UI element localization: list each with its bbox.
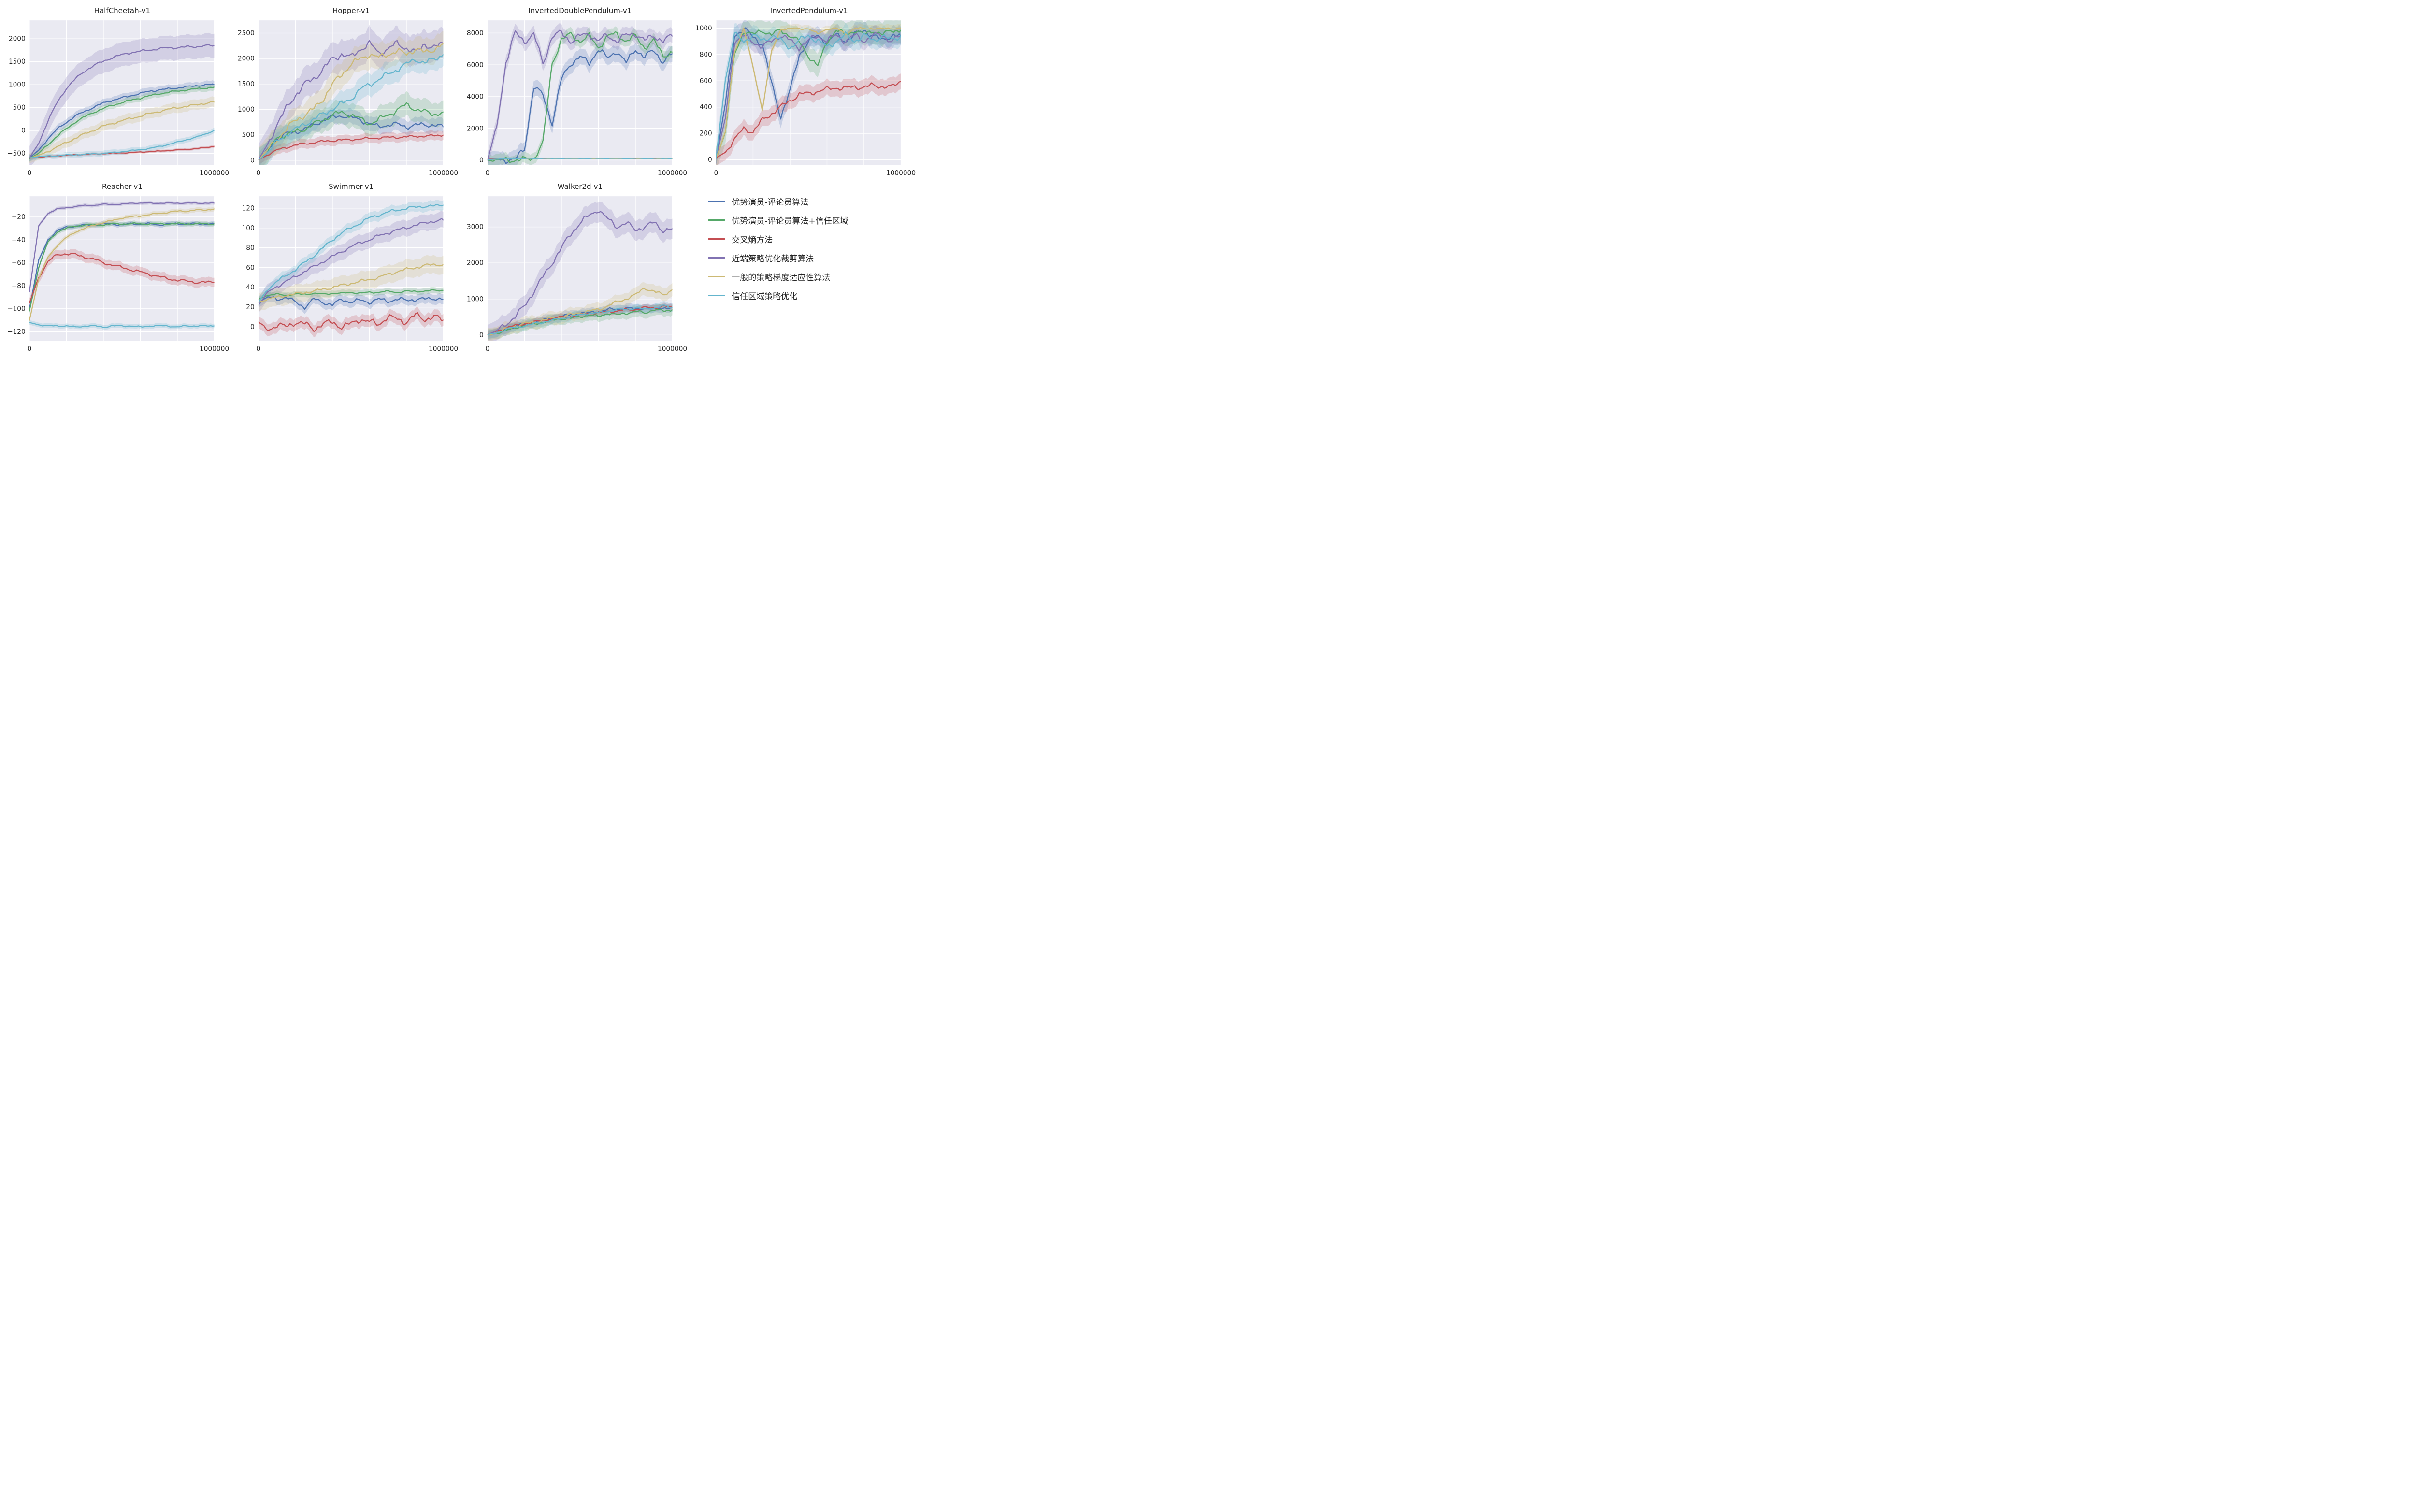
plot-inverteddoublependulum: 0 2000 4000 6000 8000 0 1000000	[466, 20, 687, 177]
svg-text:800: 800	[700, 51, 712, 58]
svg-text:1000: 1000	[695, 25, 712, 32]
svg-text:−80: −80	[12, 282, 26, 290]
svg-text:−40: −40	[12, 236, 26, 244]
svg-text:1500: 1500	[9, 58, 26, 66]
legend-line-swatch	[708, 219, 726, 221]
svg-text:0: 0	[250, 157, 255, 164]
plot-invertedpendulum: 0 200 400 600 800 1000 0 1000000	[695, 20, 916, 177]
plot-title-inverteddoublependulum: InvertedDoublePendulum-v1	[528, 6, 632, 15]
svg-text:500: 500	[242, 131, 254, 139]
svg-text:1000000: 1000000	[429, 170, 458, 177]
svg-text:0: 0	[714, 170, 719, 177]
legend-item-vanilla-pg-adaptive: 一般的策略梯度适应性算法	[708, 271, 907, 283]
svg-text:−120: −120	[7, 328, 26, 336]
svg-text:2500: 2500	[238, 29, 255, 37]
svg-text:1500: 1500	[238, 80, 255, 88]
svg-text:0: 0	[485, 346, 489, 353]
svg-text:0: 0	[21, 127, 26, 135]
svg-text:0: 0	[479, 157, 484, 164]
legend-line-swatch	[708, 257, 726, 259]
svg-text:1000000: 1000000	[200, 170, 229, 177]
subplot-walker2d: Walker2d-v1 0 1000 2000 3000 0 1000000	[462, 181, 687, 355]
legend-label: 优势演员-评论员算法+信任区域	[732, 216, 848, 226]
svg-text:−100: −100	[7, 305, 26, 313]
legend-line-swatch	[708, 238, 726, 240]
svg-text:0: 0	[28, 346, 32, 353]
legend-line-swatch	[708, 294, 726, 296]
plot-reacher: −120 −100 −80 −60 −40 −20 0 1000000	[7, 196, 229, 353]
plot-swimmer: 0 20 40 60 80 100 120 0 1000000	[242, 196, 458, 353]
svg-text:20: 20	[246, 303, 254, 311]
svg-text:1000000: 1000000	[429, 346, 458, 353]
svg-text:1000000: 1000000	[657, 346, 687, 353]
svg-text:1000000: 1000000	[200, 346, 229, 353]
plot-title-hopper: Hopper-v1	[332, 6, 370, 15]
svg-text:1000: 1000	[238, 106, 255, 114]
svg-text:2000: 2000	[238, 55, 255, 63]
plot-title-swimmer: Swimmer-v1	[329, 182, 374, 191]
svg-text:6000: 6000	[466, 61, 483, 69]
svg-text:1000000: 1000000	[657, 170, 687, 177]
legend-label: 一般的策略梯度适应性算法	[732, 273, 831, 283]
subplot-hopper: Hopper-v1 0 500 1000 1500 2000 2500 0 1000000	[233, 5, 458, 179]
legend-line-swatch	[708, 275, 726, 277]
svg-text:0: 0	[479, 331, 484, 339]
figure-grid: HalfCheetah-v1 −500 0 500 1000 1500 2000 0 1000…	[0, 0, 916, 359]
svg-text:1000000: 1000000	[886, 170, 916, 177]
svg-text:0: 0	[485, 170, 489, 177]
subplot-halfcheetah: HalfCheetah-v1 −500 0 500 1000 1500 2000 0 1000…	[4, 5, 229, 179]
subplot-invertedpendulum: InvertedPendulum-v1 0 200 400 600 800 1000 0 10…	[690, 5, 916, 179]
legend-item-ppo-clip: 近端策略优化裁剪算法	[708, 252, 907, 264]
svg-text:0: 0	[708, 156, 712, 164]
legend-item-a2c-trust-region: 优势演员-评论员算法+信任区域	[708, 214, 907, 226]
svg-text:1000: 1000	[9, 81, 26, 89]
svg-text:60: 60	[246, 264, 254, 272]
plot-title-invertedpendulum: InvertedPendulum-v1	[770, 6, 848, 15]
legend-label: 近端策略优化裁剪算法	[732, 254, 814, 264]
svg-text:120: 120	[242, 204, 254, 212]
svg-text:0: 0	[256, 170, 260, 177]
plot-walker2d: 0 1000 2000 3000 0 1000000	[466, 196, 687, 353]
svg-text:100: 100	[242, 224, 254, 232]
svg-text:2000: 2000	[9, 35, 26, 43]
legend-item-trpo: 信任区域策略优化	[708, 289, 907, 302]
svg-text:−500: −500	[7, 150, 26, 158]
legend-line-swatch	[708, 200, 726, 202]
legend-item-cem: 交叉熵方法	[708, 233, 907, 245]
legend-item-a2c: 优势演员-评论员算法	[708, 195, 907, 207]
legend-label: 优势演员-评论员算法	[732, 197, 809, 207]
legend: 优势演员-评论员算法 优势演员-评论员算法+信任区域 交叉熵方法 近端策略优化裁…	[690, 181, 907, 355]
plot-title-reacher: Reacher-v1	[101, 182, 143, 191]
subplot-swimmer: Swimmer-v1 0 20 40 60 80 100 120 0 1000000	[233, 181, 458, 355]
svg-text:500: 500	[13, 104, 26, 112]
svg-text:1000: 1000	[466, 295, 483, 303]
svg-text:40: 40	[246, 284, 254, 291]
svg-text:600: 600	[700, 77, 712, 85]
svg-text:4000: 4000	[466, 93, 483, 101]
svg-text:−20: −20	[12, 213, 26, 221]
svg-text:0: 0	[250, 323, 255, 331]
plot-title-walker2d: Walker2d-v1	[557, 182, 603, 191]
svg-text:80: 80	[246, 244, 254, 252]
svg-text:0: 0	[28, 170, 32, 177]
subplot-inverteddoublependulum: InvertedDoublePendulum-v1 0 2000 4000 6000 8…	[462, 5, 687, 179]
svg-text:2000: 2000	[466, 125, 483, 132]
svg-text:8000: 8000	[466, 29, 483, 37]
plot-hopper: 0 500 1000 1500 2000 2500 0 1000000	[238, 20, 458, 177]
legend-label: 交叉熵方法	[732, 235, 773, 245]
svg-text:200: 200	[700, 130, 712, 138]
subplot-reacher: Reacher-v1 −120 −100 −80 −60 −40 −20 0 1000000	[4, 181, 229, 355]
svg-text:400: 400	[700, 103, 712, 111]
plot-title-halfcheetah: HalfCheetah-v1	[94, 6, 151, 15]
svg-text:−60: −60	[12, 259, 26, 267]
svg-text:3000: 3000	[466, 223, 483, 231]
legend-label: 信任区域策略优化	[732, 291, 798, 302]
plot-halfcheetah: −500 0 500 1000 1500 2000 0 1000000	[7, 20, 229, 177]
svg-text:2000: 2000	[466, 259, 483, 267]
svg-text:0: 0	[256, 346, 260, 353]
